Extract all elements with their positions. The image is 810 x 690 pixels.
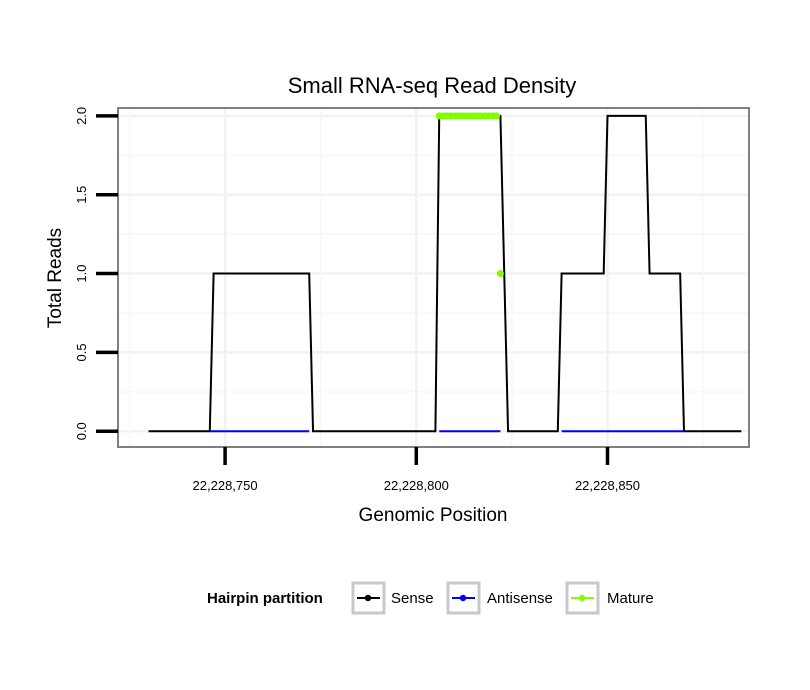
legend: Hairpin partition Sense Antisense Mature — [207, 581, 654, 615]
legend-key-antisense-dot — [459, 594, 467, 602]
legend-key-mature-dot — [578, 594, 586, 602]
legend-title: Hairpin partition — [207, 590, 323, 607]
x-tick-label: 22,228,800 — [384, 478, 449, 493]
series-sense-line — [148, 114, 742, 433]
legend-label-mature: Mature — [607, 590, 654, 607]
grid — [118, 108, 749, 447]
y-tick-label: 0.5 — [74, 343, 89, 361]
y-tick-label: 1.5 — [74, 186, 89, 204]
y-tick-label: 2.0 — [74, 107, 89, 125]
x-axis: 22,228,750 22,228,800 22,228,850 — [193, 447, 640, 493]
series-layer — [148, 112, 742, 433]
y-axis-title: Total Reads — [45, 228, 66, 328]
plot-border — [117, 107, 750, 448]
x-tick-label: 22,228,750 — [193, 478, 258, 493]
legend-label-antisense: Antisense — [487, 590, 553, 607]
legend-key-sense-dot — [364, 594, 372, 602]
y-axis: 0.0 0.5 1.0 1.5 2.0 — [74, 107, 118, 440]
legend-label-sense: Sense — [391, 590, 434, 607]
series-mature-point — [493, 112, 501, 120]
chart-title: Small RNA-seq Read Density — [288, 73, 577, 98]
x-tick-label: 22,228,850 — [575, 478, 640, 493]
plot-panel — [118, 108, 749, 447]
y-tick-label: 0.0 — [74, 422, 89, 440]
y-tick-label: 1.0 — [74, 265, 89, 283]
series-mature-point — [496, 270, 504, 278]
x-axis-title: Genomic Position — [359, 505, 508, 526]
